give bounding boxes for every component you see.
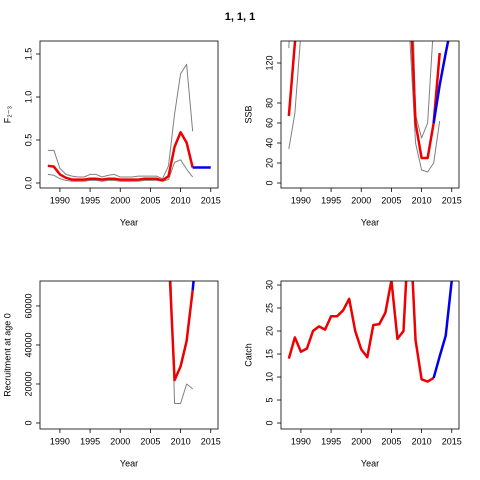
plot-area [168,281,195,404]
x-tick-label: 1995 [321,195,341,205]
plot-area [287,41,450,173]
y-tick-label: 20000 [23,371,33,396]
x-tick-label: 1995 [321,436,341,446]
data-line [47,159,194,182]
data-line [170,281,193,404]
y-tick-label: 1.0 [23,91,33,104]
x-tick-label: 2015 [201,195,221,205]
data-line [288,41,441,173]
y-tick-label: 0 [23,420,33,425]
y-tick-label: 0 [264,421,274,426]
y-axis-label: Recruitment at age 0 [2,313,12,397]
y-tick-label: 30 [264,280,274,290]
x-tick-label: 2015 [201,436,221,446]
x-tick-label: 1990 [50,436,70,446]
data-line [432,41,450,124]
x-axis-label: Year [361,217,379,227]
x-tick-label: 2005 [140,436,160,446]
plot-frame [39,280,219,430]
data-line [432,281,453,379]
y-tick-label: 20 [264,326,274,336]
x-tick-label: 1990 [291,195,311,205]
x-tick-label: 2010 [171,436,191,446]
y-axis-label: Catch [243,343,253,367]
y-tick-label: 15 [264,349,274,359]
x-tick-label: 1995 [80,195,100,205]
x-axis-label: Year [120,458,138,468]
x-tick-label: 1990 [291,436,311,446]
x-tick-label: 2005 [140,195,160,205]
x-tick-label: 2000 [351,436,371,446]
plot-area [287,281,453,383]
y-axis-label: F₂₋₃ [2,105,12,123]
y-axis-label: SSB [243,105,253,123]
x-tick-label: 1995 [80,436,100,446]
data-line [47,63,194,180]
plot-frame [39,40,219,189]
y-tick-label: 60 [264,118,274,128]
y-tick-label: 80 [264,98,274,108]
y-tick-label: 40000 [23,332,33,357]
y-tick-label: 1.5 [23,48,33,61]
x-tick-label: 2000 [110,436,130,446]
x-tick-label: 2015 [442,436,462,446]
x-tick-label: 2000 [351,195,371,205]
y-tick-label: 5 [264,398,274,403]
plot-area [47,63,211,182]
x-tick-label: 2000 [110,195,130,205]
y-tick-label: 25 [264,303,274,313]
y-tick-label: 0.0 [23,177,33,190]
x-tick-label: 2010 [412,436,432,446]
x-tick-label: 1990 [50,195,70,205]
x-tick-label: 2005 [381,436,401,446]
y-tick-label: 10 [264,372,274,382]
x-axis-label: Year [120,217,138,227]
y-tick-label: 0.5 [23,134,33,147]
x-axis-label: Year [361,458,379,468]
y-tick-label: 20 [264,158,274,168]
y-tick-label: 40 [264,138,274,148]
data-line [47,131,194,182]
y-tick-label: 60000 [23,293,33,318]
figure-title: 1, 1, 1 [225,11,256,23]
x-tick-label: 2010 [171,195,191,205]
x-tick-label: 2015 [442,195,462,205]
data-line [287,281,435,383]
plot-frame [280,280,460,430]
x-tick-label: 2010 [412,195,432,205]
x-tick-label: 2005 [381,195,401,205]
plot-frame [280,40,460,189]
data-line [287,41,441,160]
y-tick-label: 0 [264,180,274,185]
y-tick-label: 120 [264,55,274,70]
